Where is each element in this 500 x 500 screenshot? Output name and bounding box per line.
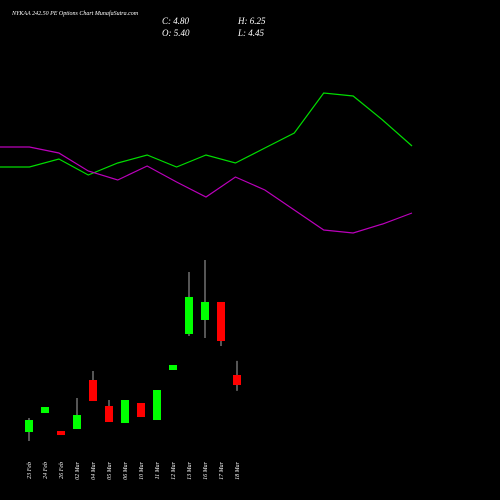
x-tick-label: 17 Mar <box>219 461 225 479</box>
candle-body <box>41 407 49 414</box>
line-series <box>0 146 413 234</box>
x-tick-label: 16 Mar <box>203 461 209 479</box>
x-tick-label: 12 Mar <box>171 461 177 479</box>
candle-body <box>185 296 193 334</box>
candle-body <box>233 375 241 386</box>
candle-body <box>121 400 129 424</box>
x-tick-label: 05 Mar <box>107 461 113 479</box>
x-tick-label: 06 Mar <box>123 461 129 479</box>
candle-body <box>25 420 33 433</box>
stat-high: H: 6.25 <box>237 16 266 26</box>
stat-open: O: 5.40 <box>162 28 190 38</box>
x-tick-label: 23 Feb <box>27 462 33 479</box>
candle-body <box>201 301 209 320</box>
candle-body <box>169 364 177 370</box>
candle-body <box>217 301 225 341</box>
x-tick-label: 11 Mar <box>155 461 161 479</box>
stat-low: L: 4.45 <box>237 28 265 38</box>
candle-body <box>89 380 97 402</box>
x-tick-label: 10 Mar <box>139 461 145 479</box>
candle-body <box>137 403 145 418</box>
x-tick-label: 18 Mar <box>235 461 241 479</box>
candle-body <box>57 431 65 436</box>
candle-body <box>153 390 161 421</box>
candle-body <box>73 415 81 430</box>
x-tick-label: 04 Mar <box>90 461 97 479</box>
stat-close: C: 4.80 <box>162 16 190 26</box>
candle-body <box>105 406 113 423</box>
line-series <box>0 92 413 176</box>
x-tick-label: 13 Mar <box>187 461 193 479</box>
x-tick-label: 26 Feb <box>59 462 65 479</box>
chart-title: NYKAA 242.50 PE Options Chart MunafaSutr… <box>11 10 139 17</box>
x-tick-label: 02 Mar <box>75 461 81 479</box>
x-tick-label: 24 Feb <box>42 462 49 479</box>
